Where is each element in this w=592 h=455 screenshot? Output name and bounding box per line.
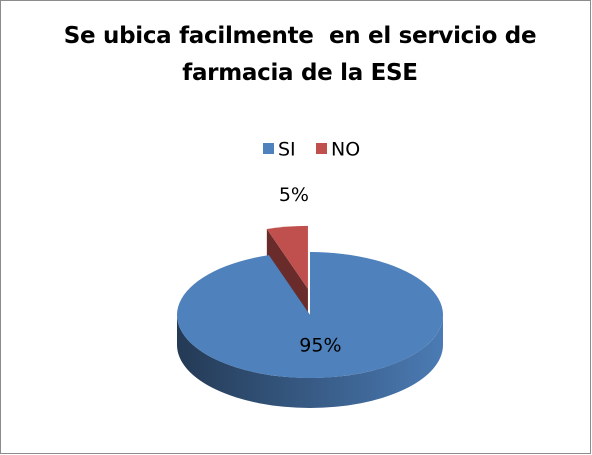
legend-label: NO	[331, 139, 360, 161]
slice-top	[266, 225, 308, 289]
slice-top	[177, 252, 444, 378]
slice-face	[266, 229, 308, 319]
legend-swatch	[316, 143, 327, 154]
slice	[177, 252, 444, 408]
legend-swatch	[263, 143, 274, 154]
data-label: 5%	[279, 184, 309, 206]
chart-title: Se ubica facilmente en el servicio de fa…	[63, 23, 544, 86]
slice	[266, 225, 308, 319]
legend-label: SI	[278, 139, 296, 161]
slice-side	[177, 315, 443, 408]
data-label: 95%	[299, 335, 341, 357]
